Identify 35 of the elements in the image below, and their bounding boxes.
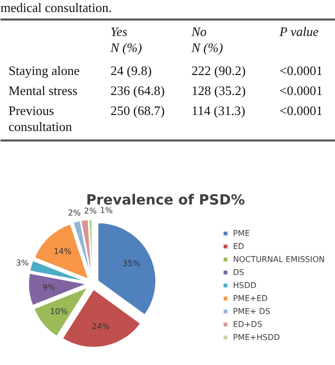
data-label: 10% bbox=[50, 306, 68, 316]
text: Previous consultation bbox=[8, 103, 73, 134]
text: medical consultation. bbox=[0, 0, 112, 15]
data-label: 1% bbox=[100, 206, 114, 216]
text: P value bbox=[278, 24, 319, 39]
text: No N (%) bbox=[190, 24, 223, 55]
data-label: 3% bbox=[16, 258, 30, 268]
data-label: 14% bbox=[54, 247, 72, 256]
legend-label: HSDD bbox=[233, 280, 256, 291]
data-label: 24% bbox=[92, 322, 110, 331]
legend-label: ED bbox=[233, 240, 246, 252]
text: 222 (90.2) bbox=[192, 63, 246, 78]
data-label: 2% bbox=[84, 206, 98, 216]
legend-label: PME+ED bbox=[233, 292, 268, 304]
text: Yes N (%) bbox=[110, 24, 142, 55]
legend-label: PME+HSDD bbox=[233, 332, 280, 343]
legend-label: NOCTURNAL EMISSION bbox=[233, 254, 325, 265]
text: 250 (68.7) bbox=[110, 103, 165, 118]
text: Mental stress bbox=[8, 83, 78, 98]
text: 236 (64.8) bbox=[110, 83, 165, 98]
legend-label: ED+DS bbox=[233, 318, 262, 330]
chart-title: Prevalence of PSD% bbox=[86, 192, 245, 208]
text: <0.0001 bbox=[280, 63, 323, 78]
text: 24 (9.8) bbox=[110, 63, 152, 78]
data-label: 35% bbox=[122, 259, 141, 268]
data-label: 9% bbox=[42, 283, 56, 292]
text: Staying alone bbox=[8, 63, 80, 78]
legend-label: PME bbox=[233, 228, 251, 239]
data-label: 2% bbox=[68, 208, 82, 218]
text: <0.0001 bbox=[280, 83, 323, 98]
legend-label: PME+ DS bbox=[233, 306, 270, 317]
legend-label: DS bbox=[233, 266, 246, 278]
text: <0.0001 bbox=[280, 103, 323, 118]
text: 128 (35.2) bbox=[192, 83, 246, 98]
text: 114 (31.3) bbox=[192, 103, 246, 118]
